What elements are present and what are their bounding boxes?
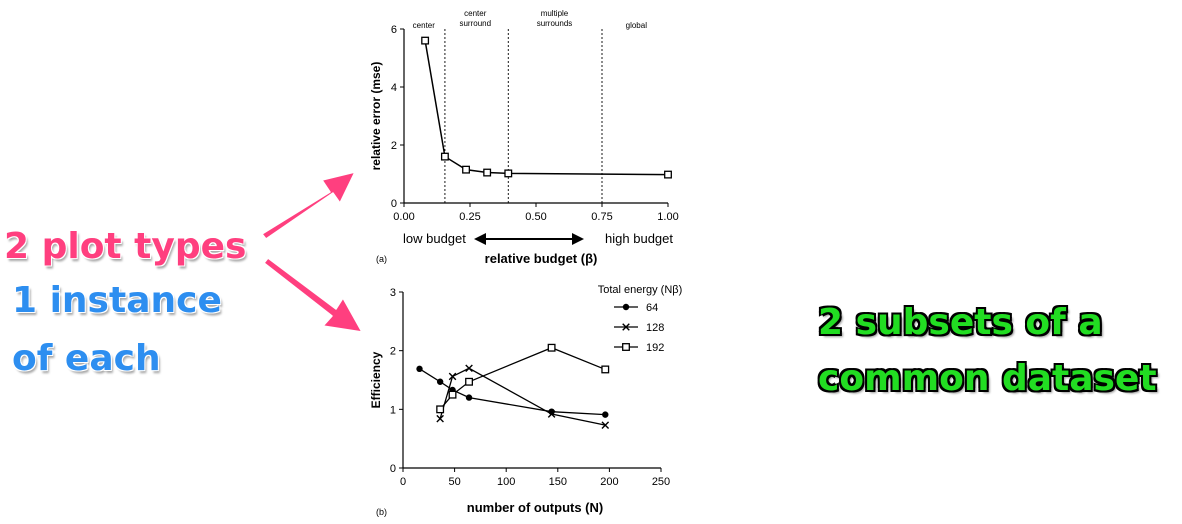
series-line [439,347,606,410]
data-point [601,421,610,429]
x-tick-label: 1.00 [657,211,678,223]
y-tick-label: 3 [390,287,396,299]
data-point [436,405,445,414]
data-point [664,170,672,179]
legend-label: 192 [646,342,664,354]
region-label: surround [459,19,491,28]
y-axis-label-b: Efficiency [369,351,383,408]
series-192 [436,343,610,414]
data-point [504,169,513,178]
data-point [465,394,473,401]
x-tick-label: 200 [600,476,618,488]
annotation-left-line1: 2 plot types [3,226,247,268]
data-point [465,364,473,373]
y-tick-label: 2 [391,140,397,152]
data-point [436,378,444,385]
y-tick-label: 4 [391,82,397,94]
arrow-to-chart-b-icon [263,257,363,333]
data-point [483,168,492,177]
legend-swatch-marker [622,343,630,351]
region-dividers [444,29,603,203]
x-tick-label: 250 [652,476,670,488]
data-point [462,165,470,174]
legend-b: Total energy (Nβ) 64 128 192 [598,284,683,354]
y-tick-label: 0 [391,198,397,210]
legend-title: Total energy (Nβ) [598,284,683,296]
panel-label-b: (b) [376,507,387,517]
series-line [424,40,669,176]
axes-b: 0 50 100 150 200 250 0 1 2 3 [390,287,670,488]
x-axis-label-a: relative budget (β) [485,251,598,266]
series-a [421,36,672,179]
x-tick-label: 0.75 [591,211,612,223]
x-tick-label: 0 [400,476,406,488]
x-tick-label: 0.50 [525,211,546,223]
data-point [547,410,556,418]
y-tick-label: 2 [390,346,396,358]
data-point [440,152,449,161]
arrow-to-chart-a-icon [261,171,356,240]
chart-b: 0 50 100 150 200 250 0 1 2 3 Total energy (Nβ) 64 1… [369,284,682,517]
series-line [419,368,606,416]
x-tick-label: 0.00 [393,211,414,223]
x-tick-label: 0.25 [459,211,480,223]
y-tick-label: 6 [391,24,397,36]
data-point [601,365,610,374]
annotation-right-line2: common dataset [818,358,1157,399]
x-tick-label: 50 [448,476,460,488]
data-point [448,390,457,399]
region-label: multiple [541,9,569,18]
data-point [547,343,556,352]
data-point [465,377,473,386]
annotation-right-line1: 2 subsets of a [818,302,1103,343]
legend-label: 128 [646,322,664,334]
annotation-arrows [261,171,363,333]
series-b [416,343,610,429]
y-tick-label: 1 [390,404,396,416]
series-128 [436,364,610,429]
legend-label: 64 [646,302,658,314]
region-label: center [464,9,487,18]
region-label: global [626,21,648,30]
annotation-left-line2: 1 instance [12,280,223,322]
y-tick-label: 0 [390,463,396,475]
region-label: surrounds [537,19,573,28]
data-point [416,365,423,373]
data-point [448,372,457,381]
x-tick-label: 100 [497,476,515,488]
low-budget-label: low budget [403,231,466,246]
legend-swatch-marker [622,323,630,331]
series-line [439,367,606,426]
axes-a: 0.00 0.25 0.50 0.75 1.00 0 2 4 6 [391,24,679,223]
data-point [436,414,444,423]
region-label: center [413,21,436,30]
legend-swatch-marker [622,303,630,311]
annotation-left-line3: of each [12,338,162,380]
panel-label-a: (a) [376,254,387,264]
data-point [602,411,609,418]
high-budget-label: high budget [605,231,673,246]
y-axis-label-a: relative error (mse) [369,62,383,171]
x-axis-label-b: number of outputs (N) [467,500,603,515]
x-tick-label: 150 [549,476,567,488]
data-point [421,36,430,45]
